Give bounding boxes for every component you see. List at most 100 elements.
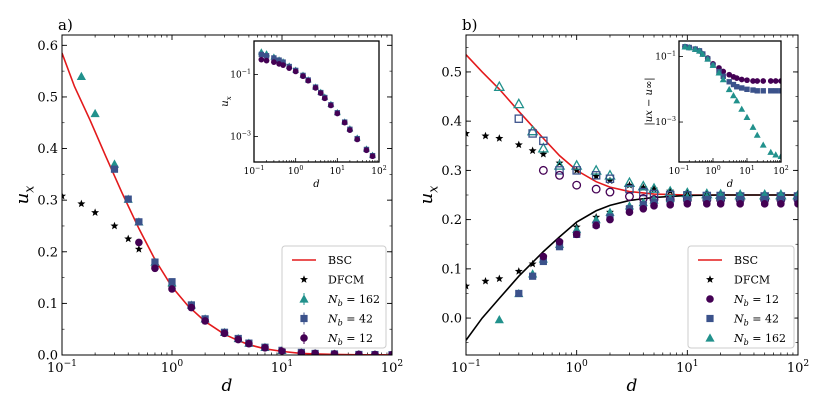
inset-point-nb42 <box>276 57 282 63</box>
inset-point-nb42 <box>754 88 760 94</box>
inset-y-label: |ux − u∞| <box>644 77 655 125</box>
point-nb42 <box>529 272 537 280</box>
inset-y-label: ux <box>220 96 233 106</box>
inset-x-tick-label-exp: 0 <box>299 165 303 172</box>
point-nb42 <box>135 218 143 226</box>
inset-point-nb12 <box>292 68 299 75</box>
legend-label-nb42-n: N <box>327 313 338 326</box>
inset-x-tick-label-base: 10 <box>705 167 717 177</box>
inset-point-nb12 <box>280 62 286 68</box>
point-dfcm <box>481 276 490 285</box>
panel-label: b) <box>462 16 477 34</box>
point-nb42 <box>515 289 523 298</box>
x-tick-label-base: 10 <box>271 361 288 376</box>
inset-x-tick-label-base: 10 <box>773 167 785 177</box>
inset-point-nb162 <box>753 131 761 138</box>
point-dfcm <box>495 274 504 283</box>
legend-frame <box>281 245 387 349</box>
x-ticks: 10−1 100 101 102 <box>451 35 809 376</box>
inset-x-label-main: d <box>313 179 319 190</box>
point-nb12 <box>261 343 269 352</box>
inset-point-nb42 <box>271 55 277 61</box>
point-dfcm <box>592 172 601 180</box>
inset-point-nb162 <box>719 76 727 83</box>
inset-point-nb162 <box>733 97 741 104</box>
legend-label-nb162-n: N <box>327 293 338 306</box>
panel-a: 10−1 100 101 1020.00.10.20.30.40.50.6duxa)B… <box>12 16 403 396</box>
point-dfcm <box>528 146 537 155</box>
inset-y-tick-label-base: 10 <box>655 53 667 63</box>
point-dfcm <box>466 281 470 290</box>
legend-label-nb12-n: N <box>327 332 338 345</box>
inset-x-label: d <box>313 179 319 190</box>
y-axis-label-sub: x <box>21 186 36 193</box>
x-tick-label-exp: 1 <box>287 359 293 369</box>
point-dfcm <box>77 199 86 208</box>
inset-point-nb42 <box>730 81 737 88</box>
point-nb162 <box>648 182 660 193</box>
point-nb42 <box>703 195 711 204</box>
inset-y-tick-label-exp: −3 <box>242 130 251 137</box>
point-dfcm <box>605 176 614 185</box>
legend-label-nb42: Nb = 42 <box>733 313 779 328</box>
point-nb12 <box>355 350 363 355</box>
point-dfcm <box>124 234 133 243</box>
point-nb12 <box>736 200 744 208</box>
inset-y-tick-label-exp: −3 <box>667 116 676 123</box>
inset-x-tick-label-base: 10 <box>669 167 681 177</box>
panel-b: 10−1 100 101 1020.00.10.20.30.40.5duxb)BSCD… <box>416 16 809 396</box>
point-nb12 <box>591 184 601 194</box>
point-dfcm <box>625 180 634 189</box>
inset-series <box>257 48 376 160</box>
legend-label-nb162-eq: = 162 <box>749 332 786 345</box>
inset-point-nb12 <box>733 75 740 81</box>
x-tick-label: 102 <box>787 359 809 376</box>
legend-label-nb12-eq: = 12 <box>749 293 779 306</box>
point-nb12 <box>777 200 785 208</box>
inset-point-nb12 <box>286 65 293 71</box>
legend-label-nb12: Nb = 12 <box>733 293 779 308</box>
inset-point-nb12 <box>305 77 312 84</box>
point-nb42 <box>777 195 785 204</box>
inset-point-nb162 <box>704 55 712 62</box>
point-dfcm <box>495 134 504 142</box>
inset-point-nb162 <box>691 45 699 52</box>
point-dfcm <box>466 129 470 137</box>
x-tick-label: 102 <box>381 359 403 376</box>
inset-frame <box>253 40 380 163</box>
x-tick-label-base: 10 <box>565 361 582 376</box>
point-nb12 <box>187 303 196 312</box>
point-dfcm <box>572 166 581 174</box>
legend-label-nb162-b: b <box>744 338 749 347</box>
y-axis-label: ux <box>416 186 440 205</box>
inset-point-nb162 <box>777 152 781 159</box>
inset-x-tick-label: 102 <box>773 165 788 177</box>
inset-point-nb42 <box>778 88 781 94</box>
inset-x-tick-label: 101 <box>330 165 345 177</box>
inset-x-label-main: d <box>727 179 733 190</box>
y-tick-label: 0.6 <box>37 39 58 54</box>
inset-point-nb12 <box>720 68 727 75</box>
y-tick-label: 0.2 <box>37 245 58 260</box>
legend-label-dfcm: DFCM <box>328 274 364 287</box>
legend-marker-dfcm <box>300 275 308 283</box>
inset-point-nb12 <box>321 95 328 102</box>
inset-point-nb162 <box>725 85 733 93</box>
point-nb12 <box>793 195 798 205</box>
point-nb12 <box>388 350 392 355</box>
point-dfcm <box>528 259 537 268</box>
point-dfcm <box>481 131 490 140</box>
inset-point-nb12 <box>760 78 767 84</box>
x-tick-label-exp: 2 <box>803 359 809 369</box>
legend-label-nb42-b: b <box>338 319 343 328</box>
x-tick-label: 10−1 <box>47 359 77 376</box>
point-nb12 <box>135 238 143 247</box>
point-nb12 <box>625 208 634 217</box>
inset-point-nb162 <box>767 148 775 155</box>
legend-label-bsc: BSC <box>328 254 352 267</box>
inset-point-nb12 <box>263 57 270 64</box>
point-nb12 <box>683 200 692 208</box>
x-axis-label-main: d <box>627 376 638 396</box>
x-tick-label-exp: 0 <box>177 359 183 369</box>
